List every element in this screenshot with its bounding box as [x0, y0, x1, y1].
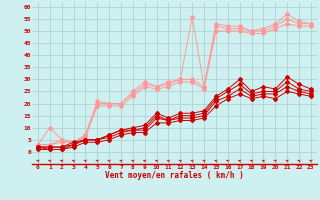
X-axis label: Vent moyen/en rafales ( km/h ): Vent moyen/en rafales ( km/h )	[105, 171, 244, 180]
